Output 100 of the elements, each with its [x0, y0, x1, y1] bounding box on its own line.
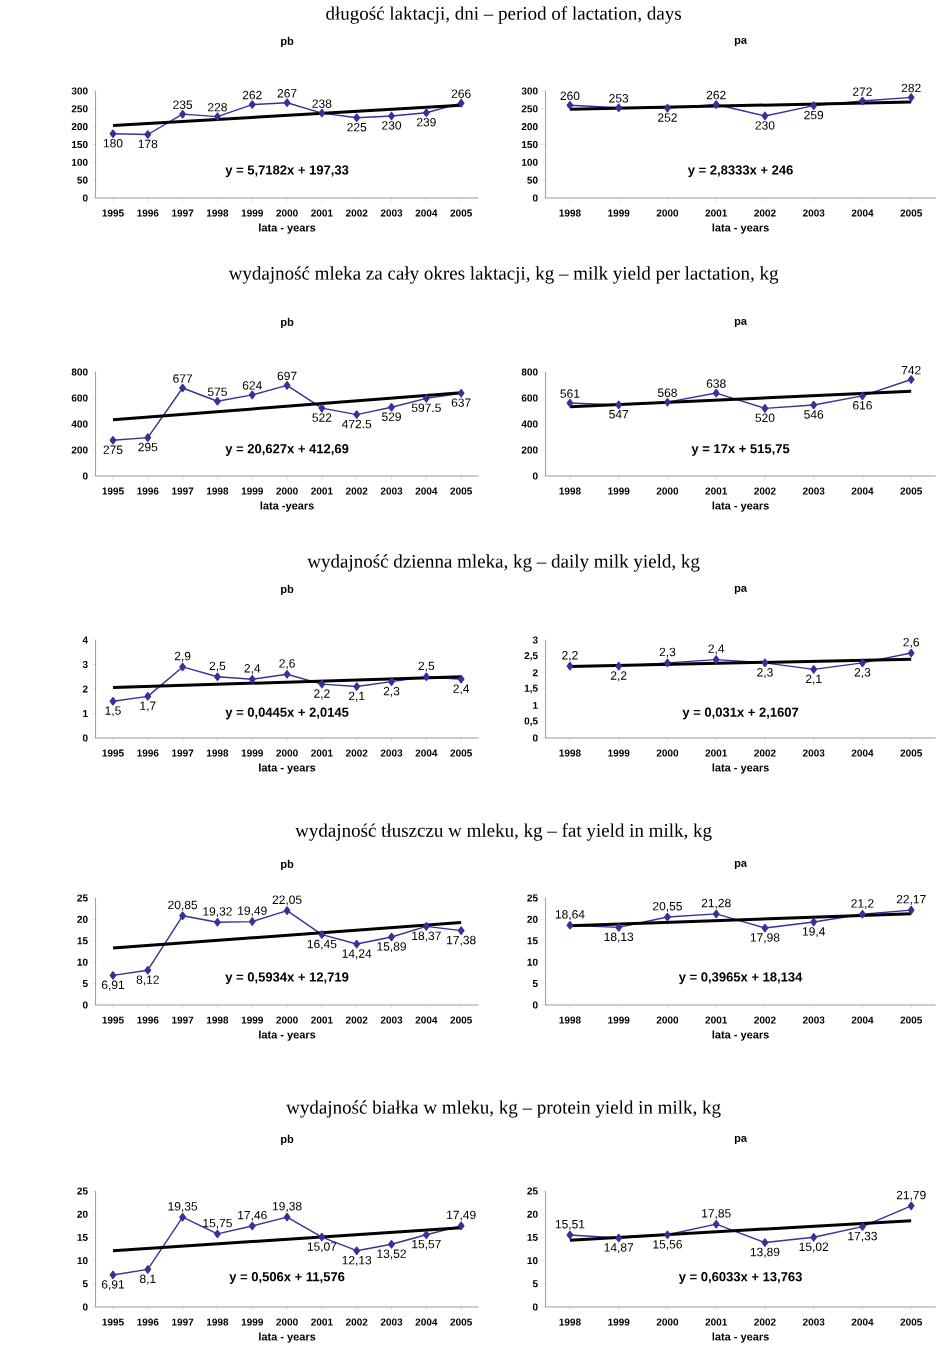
- data-label: 19,49: [238, 906, 267, 917]
- x-axis-title: lata - years: [259, 763, 316, 774]
- point: [908, 1201, 915, 1211]
- data-label: 546: [804, 410, 824, 419]
- x-tick-label: 2005: [900, 487, 923, 495]
- x-tick-label: 2000: [276, 1016, 298, 1024]
- y-tick-label: 1: [533, 701, 538, 709]
- data-label: 228: [208, 102, 228, 112]
- x-tick-label: 2001: [311, 749, 333, 757]
- point: [318, 679, 326, 689]
- data-label: 295: [138, 442, 158, 452]
- point: [179, 662, 187, 672]
- point: [713, 909, 720, 919]
- point: [457, 98, 465, 108]
- point: [249, 917, 256, 926]
- x-tick-label: 2005: [900, 1016, 923, 1024]
- data-label: 17,85: [702, 1209, 731, 1219]
- data-label: 15,75: [203, 1218, 233, 1229]
- point: [318, 108, 326, 118]
- y-tick-label: 200: [521, 446, 538, 454]
- point: [664, 658, 672, 668]
- data-label: 2,2: [562, 651, 578, 661]
- x-axis-title: lata - years: [712, 501, 770, 512]
- x-tick-label: 1998: [559, 1318, 581, 1326]
- y-tick-label: 50: [527, 176, 538, 184]
- point: [214, 672, 222, 682]
- data-label: 260: [560, 91, 580, 101]
- point: [859, 96, 867, 106]
- y-tick-label: 100: [522, 158, 538, 166]
- point: [859, 1222, 867, 1231]
- data-label: 637: [451, 398, 471, 407]
- annotation: y = 0,3965x + 18,134: [679, 972, 803, 985]
- x-tick-label: 2000: [276, 749, 298, 757]
- point: [353, 939, 361, 949]
- data-label: 547: [609, 410, 629, 419]
- x-tick-label: 2004: [851, 209, 874, 217]
- data-label: 239: [417, 117, 436, 127]
- data-label: 624: [243, 381, 263, 390]
- point: [353, 682, 361, 691]
- data-label: 262: [243, 90, 262, 100]
- point: [318, 1232, 326, 1242]
- point: [249, 390, 256, 400]
- x-tick-label: 2005: [450, 209, 473, 217]
- data-label: 2,3: [854, 668, 871, 678]
- data-label: 180: [104, 138, 123, 148]
- x-tick-label: 1995: [102, 209, 125, 217]
- data-label: 20,85: [168, 900, 198, 911]
- x-tick-label: 1999: [241, 749, 264, 757]
- y-tick-label: 10: [77, 1257, 88, 1265]
- chart-subtitle: długość laktacji, dni – period of lactation, days: [326, 6, 682, 24]
- data-label: 225: [347, 122, 367, 132]
- x-tick-label: 2002: [754, 209, 776, 217]
- point: [615, 923, 623, 932]
- x-tick-label: 1998: [559, 749, 581, 757]
- point: [664, 912, 672, 922]
- data-label: 597.5: [412, 403, 442, 413]
- point: [388, 1239, 396, 1249]
- point: [423, 922, 430, 931]
- point: [457, 926, 465, 935]
- data-label: 2,9: [175, 651, 191, 662]
- y-tick-label: 0: [533, 1303, 538, 1311]
- y-tick-label: 150: [522, 140, 538, 149]
- data-label: 6,91: [102, 980, 125, 991]
- data-label: 14,87: [604, 1243, 634, 1254]
- x-tick-label: 2004: [415, 209, 438, 217]
- point: [214, 1229, 222, 1239]
- data-label: 19,35: [168, 1202, 198, 1213]
- data-label: 2,4: [708, 644, 725, 655]
- y-tick-label: 15: [77, 1233, 88, 1241]
- data-label: 742: [902, 365, 921, 375]
- x-tick-label: 2003: [803, 487, 825, 495]
- data-label: 472.5: [342, 419, 372, 429]
- data-label: 2,4: [244, 664, 261, 674]
- x-tick-label: 1999: [608, 749, 630, 757]
- x-tick-label: 2000: [656, 209, 679, 217]
- y-tick-label: 5: [533, 1280, 538, 1288]
- point: [423, 394, 430, 403]
- y-tick-label: 150: [72, 140, 88, 149]
- data-label: 267: [277, 89, 297, 98]
- data-label: 2,6: [279, 659, 296, 670]
- y-tick-label: 200: [71, 123, 88, 131]
- point: [457, 1221, 465, 1231]
- x-tick-label: 2004: [851, 487, 874, 495]
- data-label: 19,32: [203, 907, 233, 918]
- x-tick-label: 2003: [803, 209, 825, 217]
- point: [566, 920, 574, 930]
- x-tick-label: 2001: [705, 487, 728, 495]
- data-label: 17,98: [751, 933, 780, 944]
- data-label: 18,64: [556, 910, 585, 921]
- y-tick-label: 600: [521, 394, 538, 402]
- x-tick-label: 2004: [415, 1318, 438, 1326]
- data-label: 21,79: [896, 1190, 926, 1201]
- x-tick-label: 1998: [559, 487, 581, 495]
- x-tick-label: 1995: [102, 749, 125, 757]
- point: [664, 397, 672, 407]
- x-tick-label: 2005: [900, 749, 923, 757]
- data-label: 522: [312, 413, 332, 422]
- x-tick-label: 1998: [207, 487, 229, 495]
- x-tick-label: 1999: [608, 209, 630, 217]
- data-label: 2,1: [349, 691, 365, 702]
